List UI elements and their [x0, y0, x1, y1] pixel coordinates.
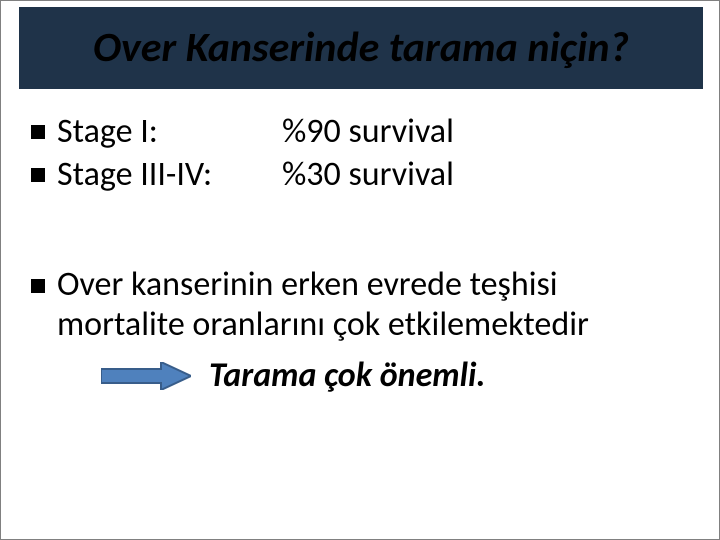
slide-title: Over Kanserinde tarama niçin? — [93, 25, 629, 71]
bullet-item-paragraph: Over kanserinin erken evrede teşhisi mor… — [31, 265, 691, 345]
slide-frame: Over Kanserinde tarama niçin? Stage I: %… — [0, 0, 720, 540]
stage-value: %90 survival — [282, 111, 454, 152]
emphasis-row: Tarama çok önemli. — [101, 355, 691, 396]
bullet-item-stage-1: Stage I: %90 survival — [31, 111, 691, 152]
stage-value: %30 survival — [282, 154, 454, 195]
stage-label: Stage III-IV: — [57, 154, 282, 195]
arrow-icon — [101, 362, 191, 390]
arrow-shape — [101, 362, 191, 390]
bullet-icon — [31, 279, 45, 293]
bullet-item-stage-2: Stage III-IV: %30 survival — [31, 154, 691, 195]
stage-label: Stage I: — [57, 111, 282, 152]
bullet-icon — [31, 168, 45, 182]
emphasis-text: Tarama çok önemli. — [209, 355, 485, 396]
paragraph-text: Over kanserinin erken evrede teşhisi mor… — [57, 265, 691, 345]
title-bar: Over Kanserinde tarama niçin? — [19, 7, 703, 89]
bullet-icon — [31, 125, 45, 139]
content-area: Stage I: %90 survival Stage III-IV: %30 … — [31, 111, 691, 396]
